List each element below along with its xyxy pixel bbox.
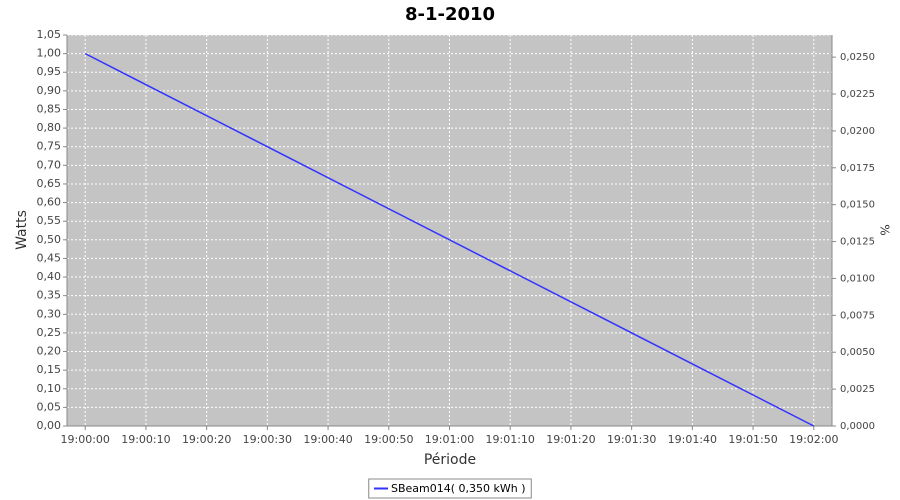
y-tick-label: 1,05 [37,28,62,41]
x-tick-label: 19:01:10 [486,433,535,446]
y-tick-label: 0,35 [37,289,62,302]
y-tick-label: 0,20 [37,345,62,358]
x-tick-label: 19:00:00 [61,433,110,446]
y2-tick-label: 0,0150 [840,200,875,211]
y-tick-label: 0,80 [37,121,62,134]
chart-title: 8-1-2010 [405,4,495,25]
y2-tick-label: 0,0025 [840,384,875,395]
x-tick-label: 19:01:20 [546,433,595,446]
y-tick-label: 0,70 [37,158,62,171]
x-tick-label: 19:00:40 [303,433,352,446]
y2-tick-label: 0,0200 [840,126,875,137]
x-tick-label: 19:01:50 [728,433,777,446]
y-tick-label: 0,25 [37,326,62,339]
y-tick-label: 0,95 [37,65,62,78]
y-tick-label: 0,75 [37,140,62,153]
y-tick-label: 0,50 [37,233,62,246]
y-axis-label: Watts [14,210,30,250]
y-tick-label: 0,55 [37,214,62,227]
y2-tick-label: 0,0100 [840,273,875,284]
x-tick-label: 19:00:30 [243,433,292,446]
data-line [84,52,815,427]
y-tick-label: 0,85 [37,102,62,115]
y-tick-label: 0,00 [37,419,62,432]
y-tick-label: 0,40 [37,270,62,283]
x-tick-label: 19:00:20 [182,433,231,446]
x-tick-label: 19:01:00 [425,433,474,446]
legend-box [368,478,532,499]
y2-tick-label: 0,0075 [840,310,875,321]
y2-tick-label: 0,0050 [840,347,875,358]
y-tick-label: 0,90 [37,84,62,97]
x-tick-label: 19:00:10 [121,433,170,446]
y-tick-label: 0,65 [37,177,62,190]
y2-axis-label: % [878,224,892,235]
y-tick-label: 0,15 [37,363,62,376]
y2-tick-label: 0,0225 [840,89,875,100]
legend-label: SBeam014( 0,350 kWh ) [391,482,526,495]
x-tick-label: 19:02:00 [789,433,838,446]
y-tick-label: 0,05 [37,400,62,413]
y-tick-label: 0,45 [37,251,62,264]
x-axis-label: Période [424,452,476,468]
x-tick-label: 19:01:30 [607,433,656,446]
y-tick-label: 0,30 [37,307,62,320]
y-tick-label: 1,00 [37,47,62,60]
x-tick-label: 19:00:50 [364,433,413,446]
y-tick-label: 0,10 [37,382,62,395]
y2-tick-label: 0,0000 [840,421,875,432]
y2-tick-label: 0,0175 [840,163,875,174]
x-tick-label: 19:01:40 [668,433,717,446]
y2-tick-label: 0,0250 [840,52,875,63]
y2-tick-label: 0,0125 [840,237,875,248]
y-tick-label: 0,60 [37,196,62,209]
